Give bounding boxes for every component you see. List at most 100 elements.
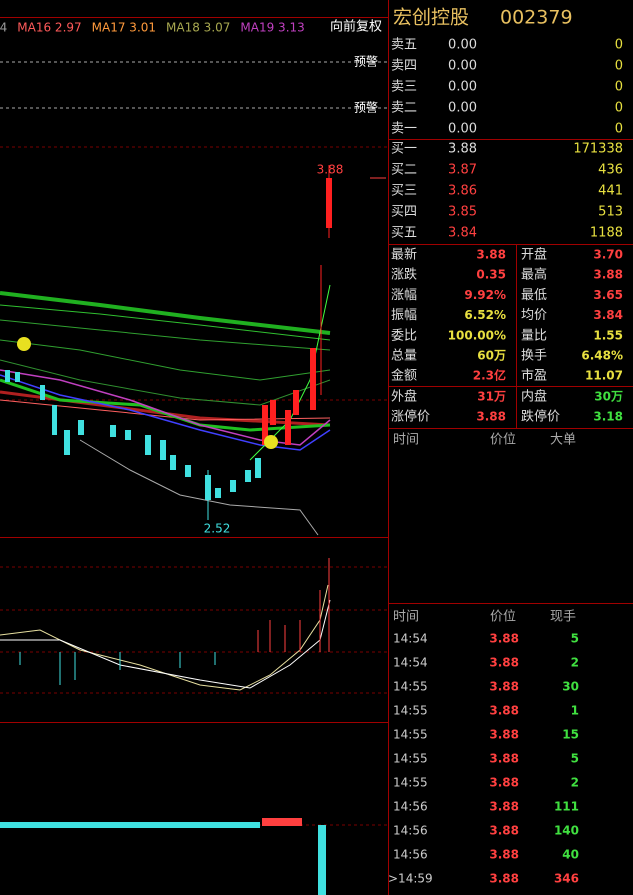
stat-label: 委比 xyxy=(391,328,417,343)
stat-label: 市盈 xyxy=(521,368,547,384)
tick-volume: 140 xyxy=(554,824,579,838)
book-volume: 436 xyxy=(598,163,623,178)
book-label: 买二 xyxy=(391,163,417,178)
book-price: 0.00 xyxy=(448,101,477,116)
book-price: 3.86 xyxy=(448,184,477,199)
stat-value: 6.48% xyxy=(581,349,623,363)
tick-time: 14:55 xyxy=(393,752,428,766)
book-label: 卖五 xyxy=(391,38,417,53)
stat-value: 3.88 xyxy=(593,268,623,282)
stock-name: 宏创控股 xyxy=(393,7,469,29)
stat-label: 量比 xyxy=(521,328,547,343)
stat-value: 3.18 xyxy=(593,410,623,424)
tick-time: 14:55 xyxy=(393,776,428,790)
book-label: 卖一 xyxy=(391,122,417,137)
tick-price: 3.88 xyxy=(489,752,519,766)
panel-dividers xyxy=(388,139,633,604)
ma-legend: 94 xyxy=(0,21,7,35)
tick-price: 3.88 xyxy=(489,824,519,838)
book-volume: 0 xyxy=(615,122,623,137)
tick-time: >14:59 xyxy=(388,872,433,886)
tick-price: 3.88 xyxy=(489,848,519,862)
book-price: 3.85 xyxy=(448,205,477,220)
candles xyxy=(5,165,386,520)
stock-code: 002379 xyxy=(500,7,573,29)
volume-bars xyxy=(0,818,326,895)
tick-time: 14:54 xyxy=(393,656,428,670)
book-price: 3.88 xyxy=(448,142,477,157)
tick-volume: 2 xyxy=(571,656,579,670)
ma-legend: MA17 3.01 xyxy=(92,21,156,35)
table-header: 时间 xyxy=(393,433,419,448)
book-price: 0.00 xyxy=(448,38,477,53)
stat-value: 11.07 xyxy=(585,369,623,383)
tick-volume: 111 xyxy=(554,800,579,814)
tick-price: 3.88 xyxy=(489,632,519,646)
stat-label: 金额 xyxy=(391,368,417,384)
book-label: 卖二 xyxy=(391,101,417,116)
stat-label: 总量 xyxy=(391,349,417,364)
chart-frame xyxy=(0,0,389,895)
high-label: 3.88 xyxy=(317,163,344,177)
stat-label: 涨停价 xyxy=(391,409,430,425)
tick-volume: 15 xyxy=(562,728,579,742)
book-volume: 441 xyxy=(598,184,623,199)
book-price: 3.84 xyxy=(448,226,477,241)
tick-price: 3.88 xyxy=(489,656,519,670)
book-volume: 171338 xyxy=(573,142,623,157)
book-volume: 0 xyxy=(615,101,623,116)
stat-label: 均价 xyxy=(521,308,547,323)
book-label: 卖四 xyxy=(391,59,417,74)
stat-value: 2.3亿 xyxy=(473,368,506,383)
ma-legend: MA16 2.97 xyxy=(17,21,81,35)
tick-volume: 2 xyxy=(571,776,579,790)
stat-value: 60万 xyxy=(477,349,506,363)
stat-label: 最高 xyxy=(521,267,547,283)
alert-label: 预警 xyxy=(354,100,378,115)
ma-legend: MA18 3.07 xyxy=(166,21,230,35)
tick-volume: 5 xyxy=(571,752,579,766)
stat-label: 外盘 xyxy=(391,389,417,405)
stat-value: 3.88 xyxy=(476,248,506,262)
tick-time: 14:55 xyxy=(393,680,428,694)
book-volume: 0 xyxy=(615,80,623,95)
table-header: 价位 xyxy=(490,610,516,625)
tick-volume: 30 xyxy=(562,680,579,694)
stat-label: 内盘 xyxy=(521,389,547,405)
stat-value: 3.84 xyxy=(593,308,623,322)
stat-value: 3.65 xyxy=(593,288,623,302)
stat-label: 跌停价 xyxy=(521,409,560,425)
stat-label: 最新 xyxy=(391,247,417,263)
book-volume: 1188 xyxy=(590,226,623,241)
book-price: 0.00 xyxy=(448,80,477,95)
stat-label: 开盘 xyxy=(521,247,547,263)
book-label: 买四 xyxy=(391,205,417,220)
stat-value: 31万 xyxy=(477,390,506,404)
stat-value: 6.52% xyxy=(464,308,506,322)
stat-value: 0.35 xyxy=(476,268,506,282)
book-label: 买一 xyxy=(391,142,417,157)
book-price: 0.00 xyxy=(448,59,477,74)
stat-value: 9.92% xyxy=(464,288,506,302)
stat-value: 3.70 xyxy=(593,248,623,262)
stat-label: 涨跌 xyxy=(391,267,417,283)
tick-price: 3.88 xyxy=(489,776,519,790)
adjust-button[interactable]: 向前复权 xyxy=(330,19,382,35)
stat-value: 3.88 xyxy=(476,410,506,424)
stat-label: 最低 xyxy=(521,288,547,303)
tick-time: 14:56 xyxy=(393,824,428,838)
tick-time: 14:56 xyxy=(393,800,428,814)
tick-price: 3.88 xyxy=(489,728,519,742)
book-price: 0.00 xyxy=(448,122,477,137)
tick-time: 14:56 xyxy=(393,848,428,862)
low-label: 2.52 xyxy=(204,522,231,536)
stat-value: 1.55 xyxy=(593,328,623,342)
book-label: 买三 xyxy=(391,184,417,199)
tick-time: 14:54 xyxy=(393,632,428,646)
book-volume: 513 xyxy=(598,205,623,220)
ma-bands xyxy=(0,284,331,536)
tick-volume: 40 xyxy=(562,848,579,862)
tick-volume: 346 xyxy=(554,872,579,886)
book-label: 买五 xyxy=(391,226,417,241)
